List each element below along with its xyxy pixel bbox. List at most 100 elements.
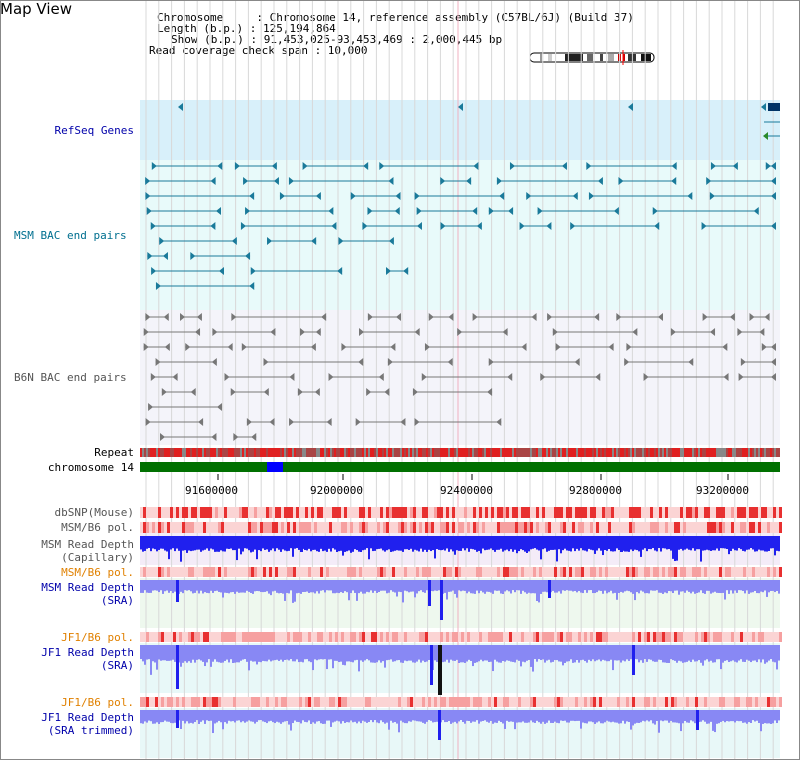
track-label-jf1-depth-trim-line1[interactable]: JF1 Read Depth xyxy=(41,711,134,724)
repeat-mark xyxy=(520,448,522,457)
msm-sra-depth xyxy=(746,580,748,591)
msm-cap-depth xyxy=(560,536,562,554)
msm-b6-pol-mark xyxy=(356,567,359,577)
track-label-jf1-b6-pol-2[interactable]: JF1/B6 pol. xyxy=(61,696,134,709)
track-label-jf1-depth-trim-line2: (SRA trimmed) xyxy=(47,724,134,737)
msm-b6-pol-mark xyxy=(593,567,596,577)
msm-cap-depth xyxy=(262,536,264,549)
msm-b6-pol-mark xyxy=(305,567,308,577)
msm-b6-pol-mark xyxy=(236,522,239,533)
jf1-b6-pol-mark xyxy=(170,697,173,707)
jf1-trim-depth xyxy=(566,710,568,723)
dbsnp-mark xyxy=(737,507,740,518)
jf1-b6-pol-mark xyxy=(272,697,275,707)
jf1-b6-pol-mark xyxy=(509,697,512,707)
track-label-jf1-depth-sra-line1[interactable]: JF1 Read Depth xyxy=(41,646,134,659)
jf1-trim-depth xyxy=(668,710,670,723)
jf1-b6-pol-mark xyxy=(560,697,563,707)
jf1-trim-depth xyxy=(732,710,734,722)
msm-b6-pol-mark xyxy=(311,522,314,533)
track-label-msm-depth-sra-line1[interactable]: MSM Read Depth xyxy=(41,581,134,594)
msm-cap-depth xyxy=(388,536,390,550)
jf1-b6-pol-mark xyxy=(773,632,776,642)
msm-sra-depth xyxy=(700,580,702,591)
repeat-mark xyxy=(372,448,374,457)
jf1-b6-pol-mark xyxy=(524,632,527,642)
repeat-mark xyxy=(222,448,224,457)
track-label-msm-b6-pol-1[interactable]: MSM/B6 pol. xyxy=(61,521,134,534)
msm-bac-pair xyxy=(159,237,165,245)
track-label-msm-depth-cap-line1[interactable]: MSM Read Depth xyxy=(41,538,134,551)
dbsnp-mark xyxy=(437,507,440,518)
track-label-msm-b6-pol-2[interactable]: MSM/B6 pol. xyxy=(61,566,134,579)
jf1-trim-depth xyxy=(464,710,466,724)
jf1-b6-pol-mark xyxy=(650,697,653,707)
jf1-sra-depth xyxy=(332,645,334,669)
b6n-bac-pair xyxy=(145,418,151,426)
jf1-b6-pol-mark xyxy=(431,632,434,642)
msm-sra-depth xyxy=(448,580,450,592)
msm-cap-depth xyxy=(508,536,510,552)
msm-cap-depth xyxy=(598,536,600,549)
jf1-sra-depth xyxy=(640,645,642,661)
msm-b6-pol-mark xyxy=(407,567,410,577)
jf1-b6-pol-mark xyxy=(188,632,191,642)
jf1-trim-depth xyxy=(360,710,362,724)
dbsnp-mark xyxy=(611,507,614,518)
repeat-mark xyxy=(424,448,426,457)
track-label-b6n-bac[interactable]: B6N BAC end pairs xyxy=(14,371,127,384)
jf1-sra-depth xyxy=(580,645,582,661)
jf1-b6-pol-mark xyxy=(206,632,209,642)
jf1-trim-depth xyxy=(712,710,714,731)
msm-bac-pair xyxy=(466,177,472,185)
msm-b6-pol-mark xyxy=(761,567,764,577)
msm-b6-pol-mark xyxy=(668,522,671,533)
jf1-trim-depth xyxy=(558,710,560,724)
jf1-trim-depth xyxy=(466,710,468,721)
jf1-sra-depth xyxy=(638,645,640,663)
dbsnp-mark xyxy=(599,507,602,518)
msm-b6-pol-mark xyxy=(710,522,713,533)
dbsnp-mark xyxy=(710,507,713,518)
jf1-trim-depth xyxy=(392,710,394,723)
track-label-chromosome[interactable]: chromosome 14 xyxy=(47,461,134,474)
jf1-b6-pol-mark xyxy=(725,697,728,707)
msm-sra-depth xyxy=(252,580,254,594)
jf1-b6-pol-mark xyxy=(374,697,377,707)
track-label-dbsnp[interactable]: dbSNP(Mouse) xyxy=(54,506,134,519)
jf1-sra-depth xyxy=(192,645,194,660)
track-label-refseq[interactable]: RefSeq Genes xyxy=(54,124,134,137)
dbsnp-mark xyxy=(638,507,641,518)
msm-sra-depth xyxy=(310,580,312,593)
jf1-trim-depth xyxy=(560,710,562,721)
jf1-trim-depth xyxy=(386,710,388,723)
jf1-sra-depth xyxy=(718,645,720,660)
track-label-msm-bac[interactable]: MSM BAC end pairs xyxy=(14,229,127,242)
msm-b6-pol-mark xyxy=(512,522,515,533)
jf1-sra-depth xyxy=(644,645,646,660)
repeat-mark xyxy=(604,448,606,457)
jf1-b6-pol-mark xyxy=(572,632,575,642)
jf1-b6-pol-mark xyxy=(254,632,257,642)
msm-cap-depth xyxy=(320,536,322,549)
msm-cap-depth xyxy=(184,536,186,551)
jf1-b6-pol-mark xyxy=(572,697,575,707)
msm-sra-depth xyxy=(472,580,474,594)
repeat-mark xyxy=(446,448,448,457)
track-label-repeat[interactable]: Repeat xyxy=(94,446,134,459)
msm-bac-pair xyxy=(249,282,255,290)
repeat-mark xyxy=(194,448,196,457)
msm-b6-pol-mark xyxy=(506,567,509,577)
jf1-b6-pol-mark xyxy=(593,697,596,707)
jf1-b6-pol-mark xyxy=(224,697,227,707)
msm-b6-pol-mark xyxy=(419,567,422,577)
repeat-mark xyxy=(278,448,280,457)
jf1-b6-pol-mark xyxy=(779,632,782,642)
refseq-gene xyxy=(768,103,780,111)
msm-cap-depth xyxy=(248,536,250,551)
jf1-trim-depth xyxy=(294,710,296,721)
track-label-jf1-b6-pol-1[interactable]: JF1/B6 pol. xyxy=(61,631,134,644)
jf1-trim-depth xyxy=(528,710,530,723)
jf1-b6-pol-mark xyxy=(725,632,728,642)
